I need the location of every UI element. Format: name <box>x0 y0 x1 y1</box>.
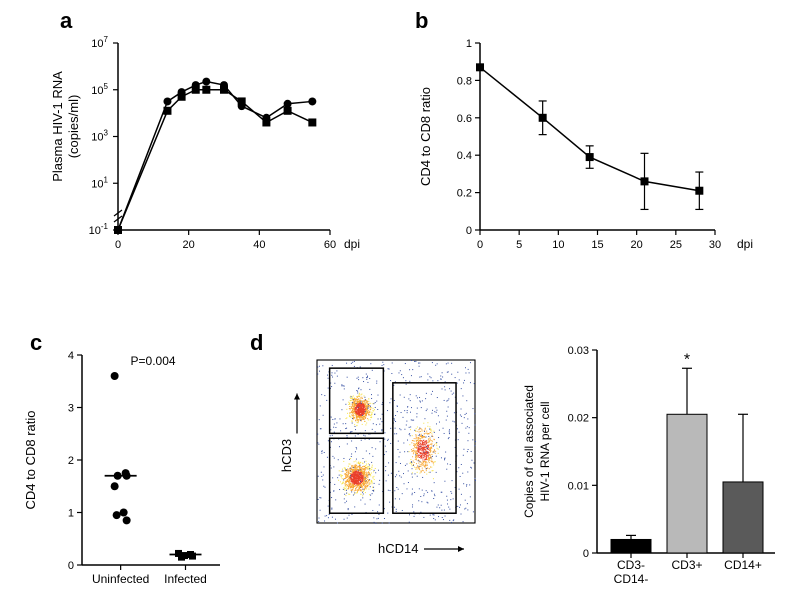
svg-text:CD4 to CD8 ratio: CD4 to CD8 ratio <box>23 411 38 510</box>
svg-text:CD3-: CD3- <box>617 558 645 572</box>
svg-text:10: 10 <box>552 239 564 251</box>
svg-text:hCD14: hCD14 <box>378 541 418 556</box>
svg-text:0.01: 0.01 <box>568 480 589 492</box>
panel-d-label: d <box>250 330 263 356</box>
svg-text:Uninfected: Uninfected <box>92 572 149 586</box>
svg-text:0: 0 <box>583 548 589 560</box>
svg-text:10-1: 10-1 <box>89 222 109 237</box>
svg-text:0.8: 0.8 <box>457 75 472 87</box>
panel-c-chart: 0 1 2 3 4 Uninfected Infected CD4 to CD8 ratio P… <box>10 335 240 615</box>
svg-text:0: 0 <box>115 239 121 251</box>
panel-d-bar: 0 0.01 0.02 0.03 Copies of cell associatedHI… <box>505 328 795 608</box>
svg-text:5: 5 <box>516 239 522 251</box>
svg-text:0.03: 0.03 <box>568 345 589 357</box>
svg-text:*: * <box>684 351 690 368</box>
svg-text:101: 101 <box>91 175 108 190</box>
panel-d-facs: hCD14 hCD3 <box>265 338 505 598</box>
svg-text:25: 25 <box>670 239 682 251</box>
svg-text:0: 0 <box>68 560 74 572</box>
svg-text:107: 107 <box>91 35 108 50</box>
svg-text:4: 4 <box>68 350 74 362</box>
svg-text:Plasma HIV-1 RNA: Plasma HIV-1 RNA <box>50 71 65 182</box>
svg-text:1: 1 <box>68 508 74 520</box>
svg-text:20: 20 <box>631 239 643 251</box>
svg-text:P=0.004: P=0.004 <box>131 354 176 368</box>
svg-text:Infected: Infected <box>164 572 207 586</box>
svg-text:CD14-: CD14- <box>614 572 649 586</box>
svg-text:0.6: 0.6 <box>457 113 472 125</box>
svg-text:2: 2 <box>68 455 74 467</box>
svg-text:0.4: 0.4 <box>457 150 472 162</box>
svg-text:30: 30 <box>709 239 721 251</box>
svg-text:103: 103 <box>91 129 108 144</box>
svg-text:0: 0 <box>477 239 483 251</box>
svg-text:CD14+: CD14+ <box>724 558 762 572</box>
svg-text:0.02: 0.02 <box>568 413 589 425</box>
svg-text:Copies of cell associated: Copies of cell associated <box>522 385 536 518</box>
svg-text:CD4 to CD8 ratio: CD4 to CD8 ratio <box>418 87 433 186</box>
svg-text:(copies/ml): (copies/ml) <box>66 95 81 159</box>
svg-text:1: 1 <box>466 38 472 50</box>
svg-text:0.2: 0.2 <box>457 188 472 200</box>
svg-text:dpi: dpi <box>344 237 360 251</box>
svg-text:CD3+: CD3+ <box>671 558 702 572</box>
svg-text:0: 0 <box>466 225 472 237</box>
svg-text:3: 3 <box>68 403 74 415</box>
panel-a-chart: 10-1 101 103 105 107 0 20 40 60 dpi Plasma HIV-1 R… <box>30 15 360 285</box>
svg-text:HIV-1 RNA per cell: HIV-1 RNA per cell <box>538 401 552 501</box>
svg-text:60: 60 <box>324 239 336 251</box>
svg-text:105: 105 <box>91 82 108 97</box>
svg-text:hCD3: hCD3 <box>279 439 294 472</box>
panel-b-chart: 00.20.40.60.81051015202530dpiCD4 to CD8 … <box>400 15 770 285</box>
svg-text:20: 20 <box>183 239 195 251</box>
svg-text:dpi: dpi <box>737 237 753 251</box>
svg-text:40: 40 <box>253 239 265 251</box>
svg-text:15: 15 <box>591 239 603 251</box>
